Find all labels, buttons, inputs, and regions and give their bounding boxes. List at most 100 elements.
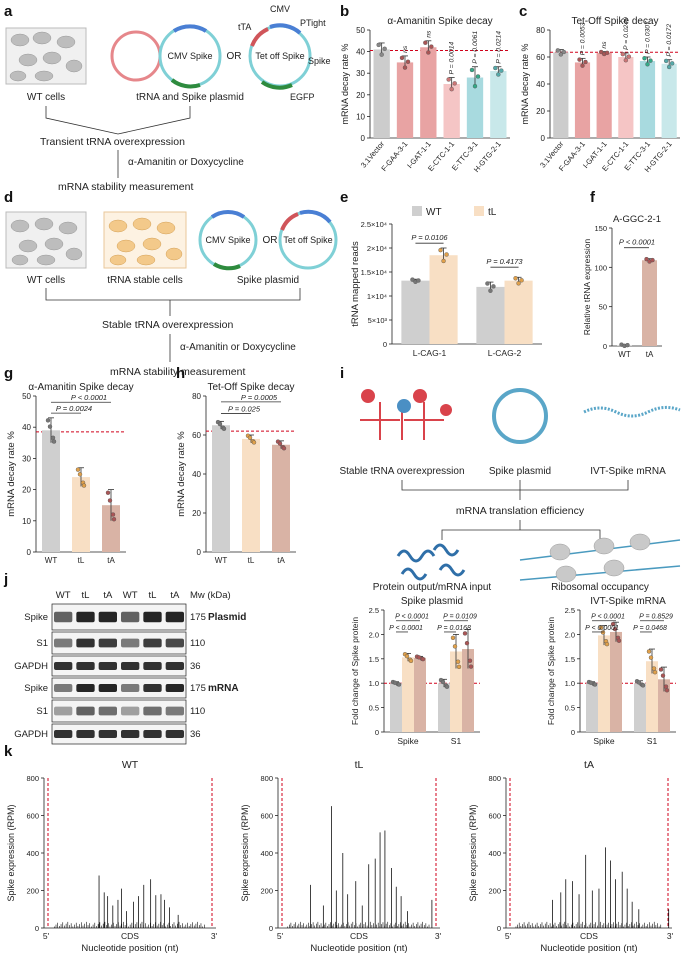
j1-ytick-label: 0.5 xyxy=(369,704,379,713)
e-replicate-dot xyxy=(488,288,493,293)
panel-letter-a: a xyxy=(4,3,13,20)
panel-d-schematic: WT cells tRNA stable cells CMV Spike OR … xyxy=(5,209,338,378)
k1-ytick-label: 800 xyxy=(26,774,39,783)
j2-ytick-label: 0.5 xyxy=(565,704,575,713)
b-bar-3 xyxy=(443,84,460,138)
blot-mw-value: 36 xyxy=(190,661,201,672)
k3-title: tA xyxy=(584,759,594,771)
blot-row-label: S1 xyxy=(36,638,48,649)
f-xtick-label: WT xyxy=(618,350,631,359)
k2-ytick-label: 200 xyxy=(260,887,273,896)
j1-ytick-label: 1.0 xyxy=(369,679,379,688)
j2-replicate-dot xyxy=(660,673,666,678)
j1-bar-tA-0 xyxy=(414,657,426,732)
h-replicate-dot xyxy=(221,426,227,431)
c-ytick-label: 40 xyxy=(536,80,545,89)
b-pvalue: P = 0.0061 xyxy=(472,31,479,64)
h-xtick-label: tA xyxy=(277,556,285,565)
b-bar-5 xyxy=(490,71,507,138)
blot-band xyxy=(98,730,117,738)
j1-ytick-label: 1.5 xyxy=(369,655,379,664)
plasmid-label: tRNA and Spike plasmid xyxy=(136,92,244,103)
blot-band xyxy=(121,662,140,670)
h-replicate-dot xyxy=(277,441,283,446)
c-replicate-dot xyxy=(669,61,675,66)
cmv-spike-text-d: CMV Spike xyxy=(205,235,250,245)
blot-band xyxy=(165,638,184,648)
f-xtick-label: tA xyxy=(646,350,654,359)
blot-band xyxy=(54,706,73,716)
blot-band xyxy=(98,662,117,670)
blot-mw-value: 36 xyxy=(190,729,201,740)
spike-text-a: Spike xyxy=(308,56,331,66)
blot-band xyxy=(121,611,140,623)
c-replicate-dot xyxy=(598,49,604,55)
j2-replicate-dot xyxy=(652,670,658,675)
ivt-label: IVT-Spike mRNA xyxy=(590,466,666,477)
blot-band xyxy=(54,662,73,670)
transient-step: Transient tRNA overexpression xyxy=(40,136,185,148)
b-replicate-dot xyxy=(382,46,387,51)
c-ytick-label: 80 xyxy=(536,26,545,35)
e-replicate-dot xyxy=(438,247,443,253)
blot-lane-label: WT xyxy=(123,590,138,601)
panel-a-schematic: WT cells CMV Spike OR Tet off Spike tTA … xyxy=(5,4,331,193)
f-ytick-label: 150 xyxy=(594,224,607,233)
b-replicate-dot xyxy=(452,81,457,86)
j1-replicate-dot xyxy=(462,631,468,636)
g-xtick-label: tA xyxy=(107,556,115,565)
c-replicate-dot xyxy=(663,58,669,64)
cmv-text: CMV xyxy=(270,4,290,14)
e-replicate-dot xyxy=(485,281,490,286)
e-xtick-label: L-CAG-2 xyxy=(488,348,522,358)
blot-lane-label: tL xyxy=(149,590,157,601)
e-ytick-label: 5×10³ xyxy=(368,316,388,325)
h-pvalue: P = 0.0005 xyxy=(241,393,278,402)
blot-strip xyxy=(51,723,187,745)
b-title: α-Amanitin Spike decay xyxy=(387,16,492,27)
b-replicate-dot xyxy=(423,40,428,45)
k3-ytick-label: 400 xyxy=(488,849,501,858)
blot-lane-label: WT xyxy=(56,590,71,601)
c-replicate-dot xyxy=(604,50,610,56)
j1-bar-tL-0 xyxy=(402,657,414,732)
j2-replicate-dot xyxy=(600,630,606,635)
blot-band xyxy=(121,638,140,648)
k2-xmark-label: 5' xyxy=(277,931,284,941)
b-replicate-dot xyxy=(493,65,498,71)
c-replicate-dot xyxy=(645,62,650,67)
k3-ylabel: Spike expression (RPM) xyxy=(468,804,478,901)
j1-replicate-dot xyxy=(444,684,450,689)
j1-replicate-dot xyxy=(440,679,446,685)
blot-band xyxy=(165,662,184,670)
c-replicate-dot xyxy=(558,52,564,57)
h-pvalue: P = 0.025 xyxy=(228,405,261,414)
blot-band xyxy=(98,684,117,692)
j1-replicate-dot xyxy=(464,640,470,646)
blot-strip xyxy=(51,699,187,723)
k2-ytick-label: 0 xyxy=(269,924,273,933)
blot-lane-label: tA xyxy=(170,590,180,601)
blot-row-label: S1 xyxy=(36,706,48,717)
b-replicate-dot xyxy=(402,65,408,70)
g-replicate-dot xyxy=(47,424,53,429)
blot-band xyxy=(76,611,95,623)
wt-cells-label-d: WT cells xyxy=(27,275,65,286)
blot-band xyxy=(143,706,162,716)
panel-letter-c: c xyxy=(519,3,527,20)
b-pvalue: ns xyxy=(402,45,409,53)
j2-replicate-dot xyxy=(646,649,652,654)
c-ytick-label: 20 xyxy=(536,107,545,116)
chart-h: 0 20 40 60 80 mRNA decay rate % Tet-Off Spike … xyxy=(176,382,296,565)
k2-ytick-label: 400 xyxy=(260,849,273,858)
e-xtick-label: L-CAG-1 xyxy=(413,348,447,358)
j2-replicate-dot xyxy=(640,683,646,688)
g-ytick-label: 50 xyxy=(22,392,31,401)
panel-letter-d: d xyxy=(4,189,13,206)
j2-xtick-label: Spike xyxy=(593,736,615,746)
chart-g: 0 10 20 30 40 50 mRNA decay rate % α-Amanitin S… xyxy=(6,382,134,565)
g-xtick-label: tL xyxy=(78,556,85,565)
j2-pvalue: P < 0.0001 xyxy=(591,614,625,621)
stable-trna-label: Stable tRNA overexpression xyxy=(339,466,464,477)
g-ytick-label: 20 xyxy=(22,486,31,495)
